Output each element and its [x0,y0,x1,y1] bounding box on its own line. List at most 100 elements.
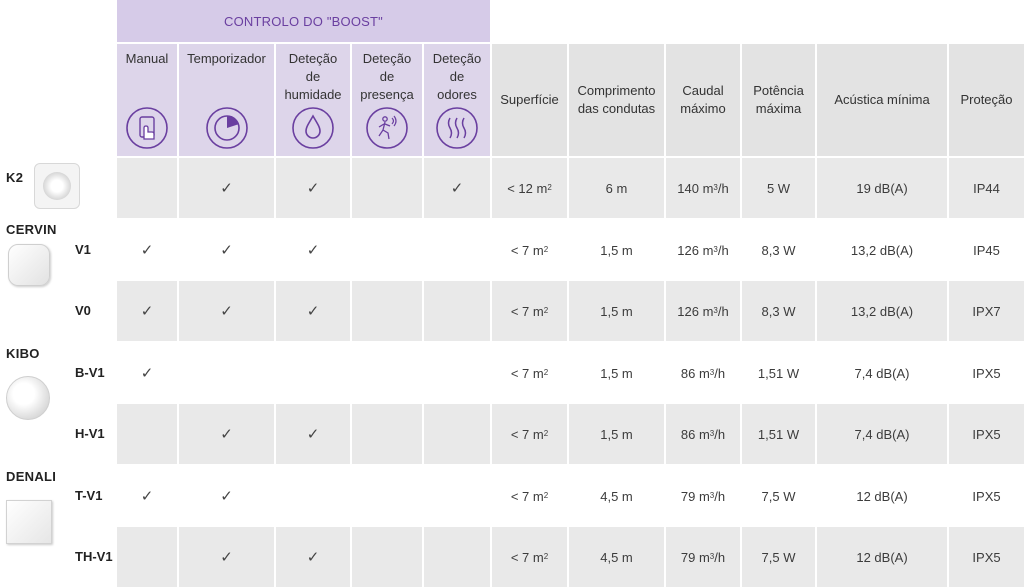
header-max-power-label: Potência máxima [753,83,804,116]
check-presence [352,466,422,526]
flow-unit: /h [717,242,729,258]
cell-protection: IPX5 [972,365,1001,381]
check-presence [352,281,422,341]
check-timer [179,343,274,403]
check-odor [424,220,490,280]
cell-power: 1,51 W [742,404,815,464]
header-manual-label: Manual [125,51,169,66]
cell-power: 5 W [742,158,815,218]
header-max-flow-label: Caudal máximo [680,83,726,116]
check-manual: ✓ [140,242,154,259]
cell-flow: 86 m 3/h [680,365,726,381]
header-duct-length: Comprimento das condutas [569,44,664,156]
header-presence: Deteção de presença [352,44,422,156]
surface-value: < 7 m [510,242,544,258]
header-min-acoustic: Acústica mínima [817,44,947,156]
check-humidity: ✓ [276,527,350,587]
flow-unit: /h [714,488,726,504]
check-presence [352,220,422,280]
header-timer: Temporizador [179,44,274,156]
cell-power: 8,3 W [761,242,796,258]
cell-acoustic: 12 dB(A) [817,527,947,587]
cell-flow: 86 m 3/h [666,404,740,464]
surface-value: < 7 m [510,426,544,442]
water-drop-icon [292,107,334,149]
cell-protection: IPX7 [949,281,1024,341]
flow-value: 140 m [677,180,714,196]
check-manual [117,158,177,218]
check-manual [117,404,177,464]
flow-unit: /h [717,180,729,196]
surface-value: < 7 m [510,303,544,319]
cell-protection: IPX5 [949,527,1024,587]
flow-unit: /h [714,365,726,381]
manual-switch-icon [126,107,168,149]
surface-value: < 7 m [510,549,544,565]
check-manual: ✓ [117,281,177,341]
check-odor [424,466,490,526]
check-manual: ✓ [140,365,154,382]
surface-value: < 7 m [510,365,544,381]
check-humidity [276,343,350,403]
check-humidity [276,466,350,526]
check-humidity: ✓ [306,242,320,259]
header-duct-length-label: Comprimento das condutas [577,83,656,116]
cell-duct: 4,5 m [569,527,664,587]
check-timer: ✓ [220,242,233,259]
cell-acoustic: 13,2 dB(A) [850,242,914,258]
cell-flow: 126 m 3/h [666,281,740,341]
cell-acoustic: 13,2 dB(A) [817,281,947,341]
check-odor: ✓ [424,158,490,218]
flow-value: 126 m [677,242,714,258]
motion-sensor-icon [366,107,408,149]
cell-power: 8,3 W [742,281,815,341]
header-max-power: Potência máxima [742,44,815,156]
flow-value: 126 m [677,303,714,319]
cell-protection: IP44 [949,158,1024,218]
cell-acoustic: 19 dB(A) [817,158,947,218]
check-humidity: ✓ [276,404,350,464]
model-name-denali: DENALI [6,469,57,484]
flow-unit: /h [717,303,729,319]
cervin-fan-image [8,244,50,286]
cell-acoustic: 7,4 dB(A) [817,404,947,464]
cell-flow: 79 m 3/h [680,488,726,504]
cell-flow: 79 m 3/h [666,527,740,587]
check-presence [352,158,422,218]
flow-value: 86 m [680,426,710,442]
kibo-fan-image [6,376,50,420]
boost-control-title: CONTROLO DO "BOOST" [117,0,490,42]
flow-value: 79 m [680,488,710,504]
header-max-flow: Caudal máximo [666,44,740,156]
header-odor-label: Deteção de odores [432,51,482,102]
variant-label: T-V1 [75,488,103,503]
check-odor [424,404,490,464]
cell-protection: IPX5 [972,488,1001,504]
denali-fan-image [6,500,52,544]
check-timer: ✓ [179,404,274,464]
cell-duct: 1,5 m [600,242,633,258]
cell-protection: IPX5 [949,404,1024,464]
check-humidity: ✓ [276,281,350,341]
cell-duct: 6 m [569,158,664,218]
variant-label: V0 [75,303,91,318]
header-humidity-label: Deteção de humidade [284,51,342,102]
check-presence [352,343,422,403]
variant-label: V1 [75,242,91,257]
flow-unit: /h [714,549,726,565]
cell-acoustic: 12 dB(A) [856,488,908,504]
check-odor [424,527,490,587]
cell-power: 7,5 W [742,527,815,587]
timer-icon [205,107,248,149]
check-timer: ✓ [179,158,274,218]
model-name-cervin: CERVIN [6,222,57,237]
header-surface: Superfície [492,44,567,156]
cell-power: 7,5 W [761,488,796,504]
header-manual: Manual [117,44,177,156]
variant-label: B-V1 [75,365,105,380]
